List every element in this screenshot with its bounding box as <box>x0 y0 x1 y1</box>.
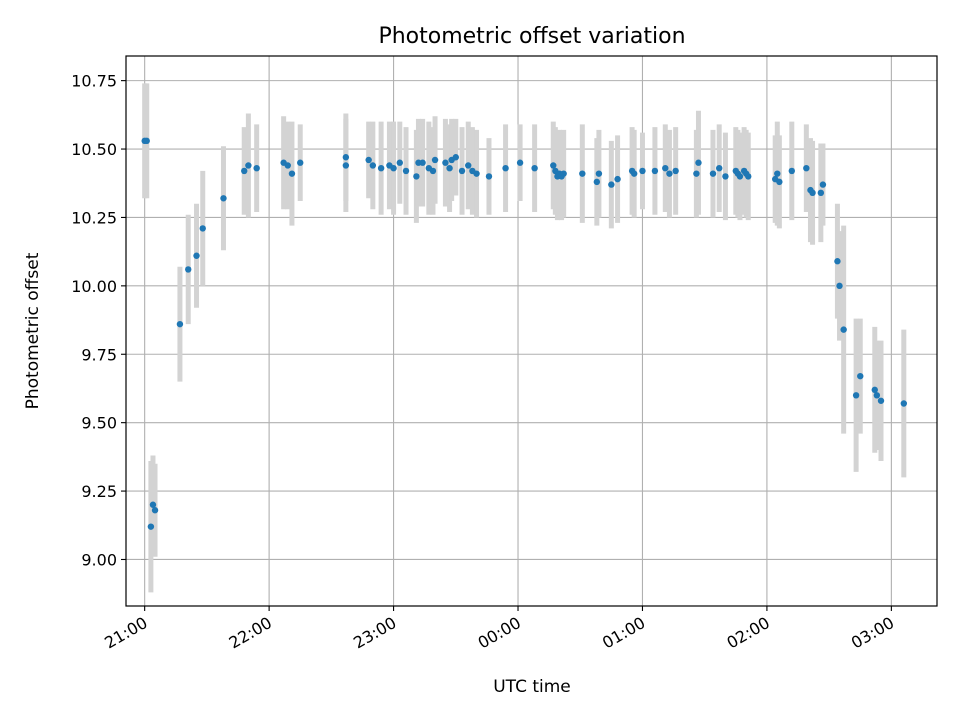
data-point <box>803 164 810 172</box>
data-point <box>745 173 752 180</box>
data-point <box>297 159 304 166</box>
data-point <box>176 320 184 328</box>
data-point <box>502 164 509 172</box>
data-point <box>149 501 157 508</box>
data-point <box>446 164 453 172</box>
data-point <box>452 154 459 161</box>
data-point <box>722 173 729 180</box>
y-tick-label: 9.75 <box>81 345 117 364</box>
data-point <box>143 137 150 145</box>
data-points <box>141 137 908 530</box>
data-point <box>396 159 403 166</box>
data-point <box>579 170 586 177</box>
data-point <box>716 164 723 172</box>
x-axis-label: UTC time <box>493 677 571 697</box>
data-point <box>788 167 796 175</box>
data-point <box>630 170 638 177</box>
plot-frame <box>125 55 938 607</box>
data-point <box>840 326 847 333</box>
data-point <box>550 162 557 169</box>
data-point <box>560 170 567 177</box>
data-point <box>774 170 781 177</box>
data-point <box>857 372 864 380</box>
data-point <box>245 162 252 169</box>
y-axis-ticks: 9.00 9.25 9.50 9.75 10.00 10.25 10.50 10.75 <box>71 72 126 569</box>
data-point <box>465 162 472 169</box>
data-point <box>531 164 538 172</box>
data-point <box>834 258 841 265</box>
data-point <box>662 164 669 172</box>
y-tick-label: 9.50 <box>81 414 117 433</box>
y-tick-label: 9.00 <box>81 550 117 569</box>
data-point <box>595 170 603 177</box>
data-point <box>199 225 206 232</box>
data-point <box>429 167 437 175</box>
data-point <box>241 167 248 175</box>
data-point <box>369 162 377 169</box>
data-point <box>402 167 410 175</box>
y-tick-label: 9.25 <box>81 482 117 501</box>
data-point <box>377 164 385 172</box>
data-point <box>342 162 350 169</box>
data-point <box>193 252 200 259</box>
data-point <box>695 159 702 166</box>
chart-title: Photometric offset variation <box>378 24 685 49</box>
data-point <box>651 167 659 175</box>
data-point <box>736 173 744 180</box>
data-point <box>877 397 885 404</box>
data-point <box>147 523 155 530</box>
data-point <box>485 173 493 180</box>
data-point <box>288 170 296 177</box>
data-point <box>817 189 825 197</box>
data-point <box>419 159 426 166</box>
data-point <box>516 159 524 166</box>
data-point <box>709 170 717 177</box>
data-point <box>151 507 159 514</box>
data-point <box>836 282 843 290</box>
data-point <box>666 170 673 177</box>
data-point <box>185 266 192 273</box>
data-point <box>284 162 291 169</box>
data-point <box>473 170 480 177</box>
data-point <box>390 164 397 172</box>
data-point <box>852 392 860 399</box>
data-point <box>431 156 439 164</box>
y-tick-label: 10.00 <box>71 277 117 296</box>
data-point <box>593 178 601 186</box>
data-point <box>776 178 783 186</box>
data-point <box>871 386 878 394</box>
data-point <box>809 189 816 197</box>
data-point <box>639 167 646 175</box>
data-point <box>253 164 260 172</box>
data-point <box>365 156 372 164</box>
data-point <box>220 195 227 202</box>
data-point <box>873 392 881 399</box>
data-point <box>900 400 908 407</box>
data-point <box>413 173 420 180</box>
data-point <box>442 159 449 166</box>
data-point <box>614 175 621 183</box>
y-tick-label: 10.25 <box>71 208 117 227</box>
y-axis-label: Photometric offset <box>23 252 43 409</box>
data-point <box>672 167 679 175</box>
data-point <box>608 181 615 188</box>
data-point <box>693 170 700 177</box>
y-tick-label: 10.75 <box>71 72 117 91</box>
y-tick-label: 10.50 <box>71 140 117 159</box>
data-point <box>342 154 350 161</box>
data-point <box>458 167 466 175</box>
data-point <box>819 181 827 188</box>
